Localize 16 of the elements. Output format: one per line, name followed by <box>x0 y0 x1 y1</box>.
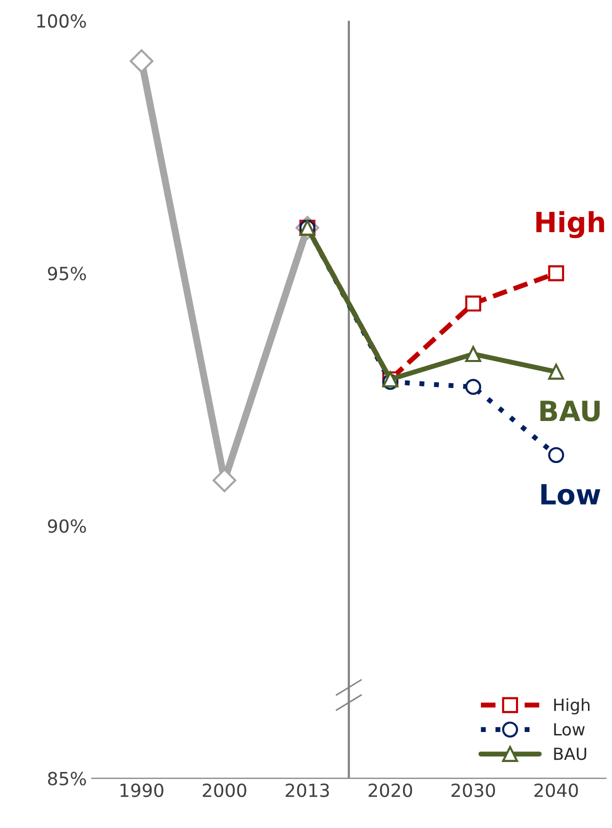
y-tick-label: 85% <box>48 772 86 786</box>
text: Low <box>541 484 600 505</box>
y-tick-label: 95% <box>48 266 86 280</box>
text: BAU <box>540 400 600 422</box>
x-tick-label: 2000 <box>202 784 246 798</box>
legend-label: BAU <box>554 748 586 760</box>
y-tick-label: 90% <box>48 519 86 533</box>
x-tick-label: 2013 <box>286 784 329 798</box>
x-tick-label: 2030 <box>452 784 495 798</box>
legend-label: High <box>554 698 590 714</box>
text: High <box>536 211 604 238</box>
y-tick-label: 100% <box>37 14 86 28</box>
x-tick-label: 2040 <box>534 784 578 798</box>
x-tick-label: 2020 <box>368 784 412 798</box>
legend-label: Low <box>554 723 585 736</box>
x-tick-label: 1990 <box>120 784 164 798</box>
